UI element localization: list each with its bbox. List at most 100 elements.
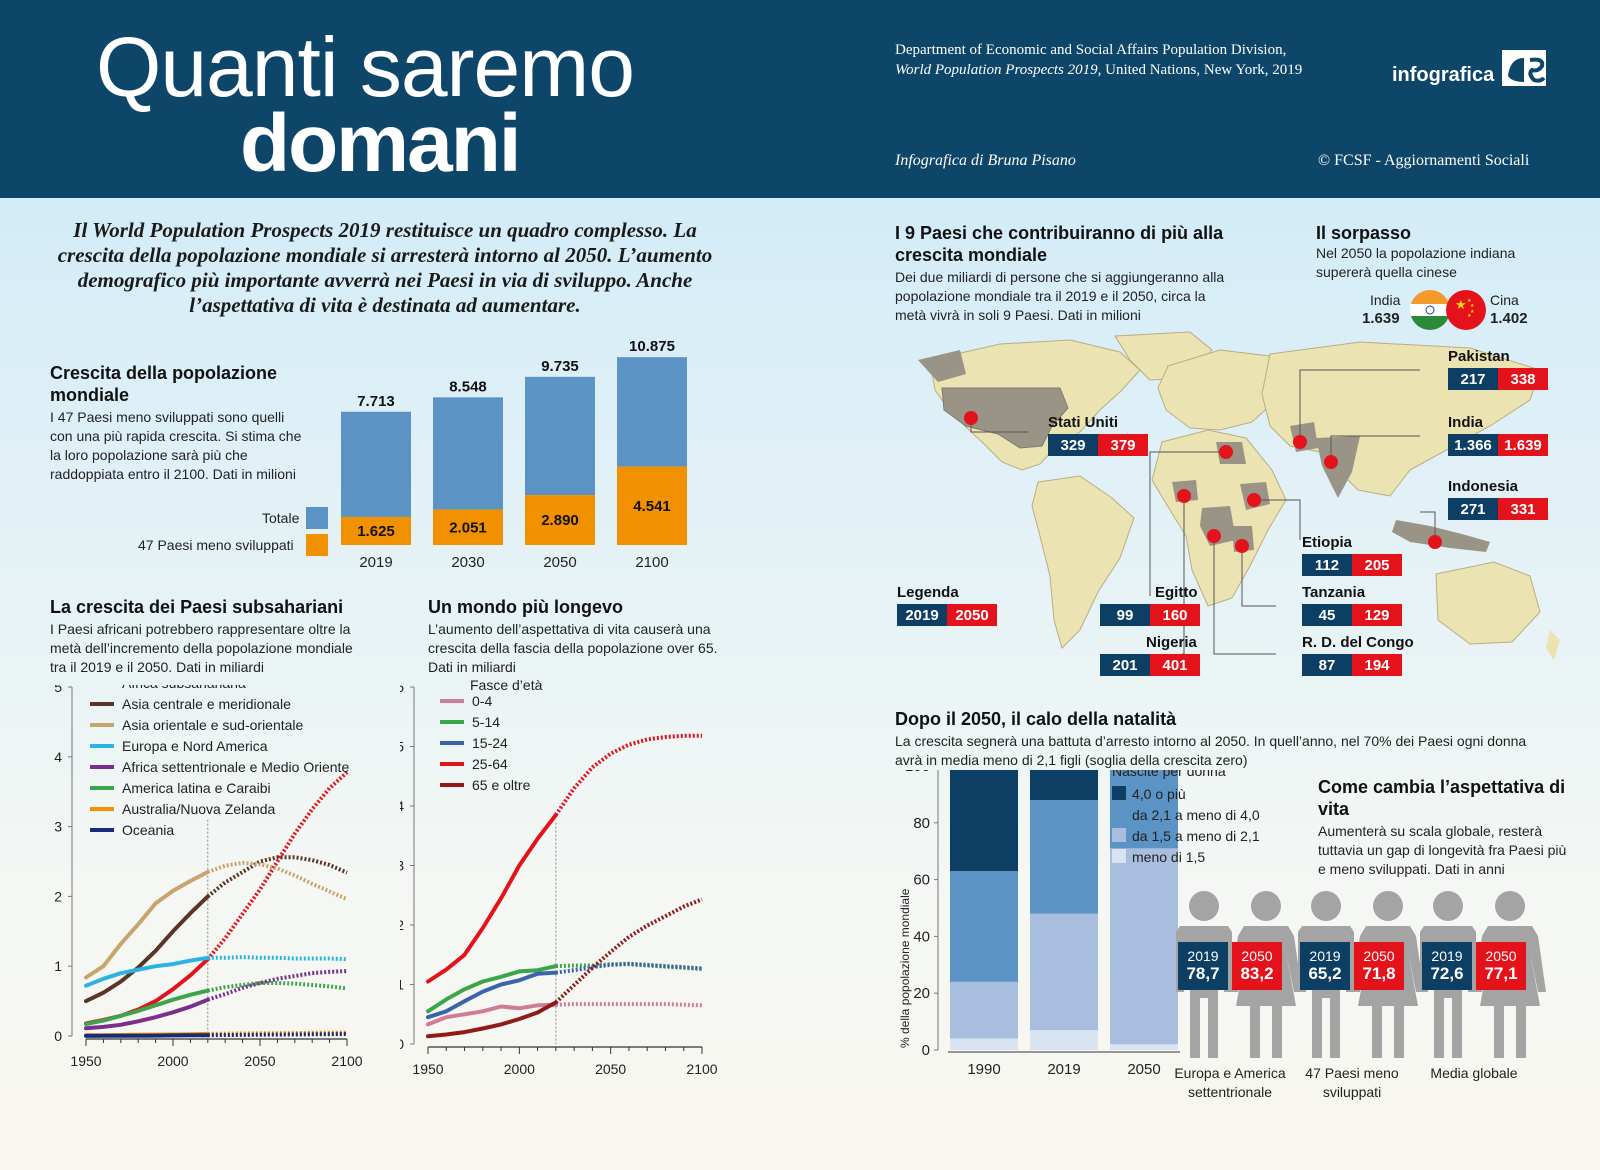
series-oceania-history bbox=[84, 1033, 210, 1038]
svg-text:★: ★ bbox=[1470, 309, 1475, 315]
country-box-nigeria: 201 401 bbox=[1100, 654, 1200, 676]
country-label-egypt: Egitto bbox=[1155, 584, 1198, 601]
ytick-0: 0 bbox=[922, 1042, 930, 1059]
stack-2019-meno-di-1-5 bbox=[1030, 1030, 1098, 1050]
xtick-2100: 2100 bbox=[635, 554, 668, 571]
series-0-4-projection bbox=[555, 1002, 703, 1008]
natalita-legend-label-meno-di-1-5: meno di 1,5 bbox=[1132, 849, 1205, 865]
series-65-e-oltre-history bbox=[426, 1000, 558, 1039]
sorpasso-china-label: Cina bbox=[1490, 292, 1519, 308]
stack-2019-da-1-5-a-meno-di-2-1 bbox=[1030, 913, 1098, 1031]
china-flag-icon: ★ ★ ★ ★ ★ bbox=[1446, 290, 1486, 330]
indonesia-2050: 331 bbox=[1498, 498, 1548, 520]
ytick-1: 1 bbox=[400, 977, 404, 993]
bar-ldc-2100 bbox=[617, 466, 687, 545]
legend-label-0-4: 0-4 bbox=[472, 693, 492, 709]
map-legend-2050: 2050 bbox=[947, 604, 997, 626]
svg-text:★: ★ bbox=[1467, 313, 1472, 319]
dot-tanzania bbox=[1235, 539, 1249, 553]
longevo-text: L’aumento dell’aspettativa di vita cause… bbox=[428, 621, 718, 675]
natalita-text: La crescita segnerà una battuta d’arrest… bbox=[895, 733, 1527, 768]
dot-india bbox=[1324, 455, 1338, 469]
legend-label-australia-nuova-zelanda: Australia/Nuova Zelanda bbox=[122, 801, 276, 817]
label-ldc-2030: 2.051 bbox=[449, 519, 487, 536]
egypt-2019: 99 bbox=[1100, 604, 1150, 626]
xtick-2050: 2050 bbox=[1127, 1061, 1160, 1078]
page-title-line2: domani bbox=[240, 98, 522, 189]
legend-label-oceania: Oceania bbox=[122, 822, 174, 838]
growth-legend-total: Totale bbox=[262, 510, 300, 526]
map-title: I 9 Paesi che contribuiranno di più alla… bbox=[895, 223, 1224, 265]
life-group-label-1: 47 Paesi meno sviluppati bbox=[1305, 1065, 1399, 1100]
series-america-latina-e-caraibi-history bbox=[84, 988, 210, 1027]
svg-text:★: ★ bbox=[1455, 297, 1467, 312]
stack-1990-4-0-o-pi- bbox=[950, 770, 1018, 872]
xtick-2100: 2100 bbox=[331, 1053, 362, 1069]
india-2019: 1.366 bbox=[1448, 434, 1498, 456]
map-legend-2019: 2019 bbox=[897, 604, 947, 626]
dot-ethiopia bbox=[1247, 493, 1261, 507]
series-asia-centrale-e-meridionale-projection bbox=[206, 855, 348, 898]
natalita-stacked-chart: 0 20 40 60 80 100 % della popolazione mondiale… bbox=[898, 770, 1260, 1078]
legend-label-25-64: 25-64 bbox=[472, 756, 508, 772]
longevo-line-chart: 0 1 2 3 4 5 6 1950 2000 2050 2100 0-4 5-14 15-24 25-64… bbox=[400, 685, 718, 1077]
series-asia-orientale-e-sud-orientale-history bbox=[84, 870, 210, 980]
map-text: Dei due miliardi di persone che si aggiu… bbox=[895, 269, 1225, 323]
stack-2019-da-2-1-a-meno-di-4-0 bbox=[1030, 800, 1098, 914]
life-box-2019-0-year: 2019 bbox=[1187, 948, 1219, 964]
world-map bbox=[918, 331, 1560, 660]
natalita-legend-swatch-4-0-o-pi- bbox=[1112, 786, 1126, 800]
page-title-line1: Quanti saremo bbox=[96, 20, 635, 114]
xtick-1990: 1990 bbox=[967, 1061, 1000, 1078]
stack-2019-4-0-o-pi- bbox=[1030, 770, 1098, 801]
dot-pakistan bbox=[1293, 435, 1307, 449]
india-2050: 1.639 bbox=[1498, 434, 1548, 456]
growth-legend-ldc: 47 Paesi meno sviluppati bbox=[138, 537, 294, 553]
life-box-2050-0: 2050 83,2 bbox=[1232, 942, 1282, 990]
series-asia-orientale-e-sud-orientale-projection bbox=[207, 860, 348, 902]
xtick-1950: 1950 bbox=[70, 1053, 101, 1069]
series-europa-e-nord-america-history bbox=[84, 955, 210, 988]
country-label-indonesia: Indonesia bbox=[1448, 478, 1519, 495]
ytick-1: 1 bbox=[54, 958, 62, 974]
label-total-2050: 9.735 bbox=[541, 358, 579, 375]
intro-text: Il World Population Prospects 2019 resti… bbox=[57, 218, 713, 317]
drcongo-2050: 194 bbox=[1352, 654, 1402, 676]
life-box-2019-2-year: 2019 bbox=[1431, 948, 1463, 964]
growth-legend-ldc-swatch bbox=[306, 534, 328, 556]
map-newzealand bbox=[1546, 630, 1560, 660]
header: Quanti saremo domani Department of Econo… bbox=[0, 0, 1600, 198]
map-indonesia bbox=[1392, 520, 1490, 552]
sorpasso-india-value: 1.639 bbox=[1362, 310, 1400, 327]
sorpasso-title: Il sorpasso bbox=[1316, 223, 1412, 243]
ytick-6: 6 bbox=[400, 685, 404, 695]
ytick-0: 0 bbox=[54, 1028, 62, 1044]
legend-label-65-e-oltre: 65 e oltre bbox=[472, 777, 531, 793]
country-box-usa: 329 379 bbox=[1048, 434, 1148, 456]
drcongo-2019: 87 bbox=[1302, 654, 1352, 676]
natalita-legend-swatch-da-2-1-a-meno-di-4-0 bbox=[1112, 807, 1126, 821]
country-box-ethiopia: 112 205 bbox=[1302, 554, 1402, 576]
natalita-legend-title: Nascite per donna bbox=[1112, 770, 1226, 779]
life-box-2050-0-year: 2050 bbox=[1241, 948, 1273, 964]
svg-text:★: ★ bbox=[1467, 298, 1472, 304]
natalita-legend-label-4-0-o-pi-: 4,0 o più bbox=[1132, 786, 1186, 802]
legend-label-africa-subsahariana: Africa subsahariana bbox=[122, 685, 246, 691]
country-label-drcongo: R. D. del Congo bbox=[1302, 634, 1414, 651]
source-publisher: United Nations, New York, 2019 bbox=[1101, 62, 1303, 78]
ytick-2: 2 bbox=[54, 888, 62, 904]
sorpasso-india-label: India bbox=[1370, 292, 1401, 308]
legend-label-africa-settentrionale-e-medio-oriente: Africa settentrionale e Medio Oriente bbox=[122, 759, 349, 775]
logo-text: infografica bbox=[1392, 64, 1495, 86]
life-group-label-0: Europa e America settentrionale bbox=[1174, 1065, 1286, 1100]
nigeria-2019: 201 bbox=[1100, 654, 1150, 676]
bar-ldc-2019 bbox=[341, 516, 411, 545]
label-ldc-2100: 4.541 bbox=[633, 498, 671, 515]
xtick-2019: 2019 bbox=[359, 554, 392, 571]
source-line2: World Population Prospects 2019, United … bbox=[895, 62, 1302, 79]
legend-label-5-14: 5-14 bbox=[472, 714, 500, 730]
nigeria-2050: 401 bbox=[1150, 654, 1200, 676]
map-asia bbox=[1261, 341, 1541, 497]
ytick-3: 3 bbox=[400, 858, 404, 874]
dot-egypt bbox=[1219, 445, 1233, 459]
